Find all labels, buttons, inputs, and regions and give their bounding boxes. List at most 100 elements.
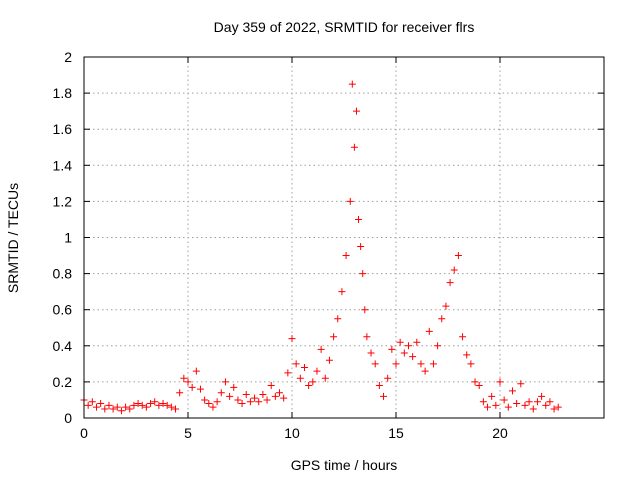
data-point — [176, 389, 184, 397]
y-tick-label: 1.8 — [53, 85, 73, 101]
data-point — [413, 338, 421, 346]
data-point — [192, 367, 200, 375]
data-point — [213, 398, 221, 406]
data-point — [84, 401, 92, 409]
data-point — [300, 363, 308, 371]
data-point — [459, 333, 467, 341]
data-point — [276, 389, 284, 397]
data-point — [196, 385, 204, 393]
data-point — [88, 398, 96, 406]
data-point — [317, 345, 325, 353]
x-axis-label: GPS time / hours — [291, 457, 398, 473]
data-point — [184, 378, 192, 386]
data-point — [284, 369, 292, 377]
data-point — [355, 215, 363, 223]
data-point — [450, 266, 458, 274]
y-tick-label: 1.2 — [53, 193, 73, 209]
data-point — [471, 378, 479, 386]
data-point — [180, 374, 188, 382]
plot-frame — [83, 56, 605, 419]
data-point — [97, 400, 105, 408]
x-tick-labels: 0 5 10 15 20 — [80, 425, 508, 441]
data-point — [259, 391, 267, 399]
data-point — [159, 400, 167, 408]
data-point — [234, 396, 242, 404]
y-tick-label: 1.6 — [53, 121, 73, 137]
data-point — [142, 403, 150, 411]
data-point — [325, 356, 333, 364]
data-point — [172, 405, 180, 413]
y-tick-label: 0.4 — [53, 338, 73, 354]
data-point — [454, 252, 462, 260]
data-point — [529, 405, 537, 413]
data-point — [105, 401, 113, 409]
data-point — [338, 288, 346, 296]
data-point — [271, 392, 279, 400]
data-point — [163, 401, 171, 409]
data-point — [554, 403, 562, 411]
data-point — [425, 327, 433, 335]
data-point — [508, 387, 516, 395]
data-point — [209, 403, 217, 411]
data-point — [446, 279, 454, 287]
data-point — [205, 400, 213, 408]
data-point — [242, 391, 250, 399]
data-point — [513, 400, 521, 408]
data-point — [550, 405, 558, 413]
data-point — [442, 302, 450, 310]
data-point — [542, 401, 550, 409]
data-point — [126, 405, 134, 413]
y-tick-label: 0 — [64, 410, 72, 426]
data-point — [409, 353, 417, 361]
data-point — [130, 401, 138, 409]
data-point — [500, 396, 508, 404]
data-point — [350, 143, 358, 151]
data-point — [404, 342, 412, 350]
data-point — [434, 342, 442, 350]
data-point — [280, 394, 288, 402]
x-tick-label: 0 — [80, 425, 88, 441]
data-point — [263, 396, 271, 404]
data-point — [267, 382, 275, 390]
data-point — [109, 405, 117, 413]
data-point — [517, 380, 525, 388]
data-point — [367, 349, 375, 357]
data-point — [201, 396, 209, 404]
chart-title: Day 359 of 2022, SRMTID for receiver flr… — [214, 19, 475, 35]
data-point — [255, 398, 263, 406]
data-point — [417, 360, 425, 368]
data-point — [305, 382, 313, 390]
data-point — [92, 403, 100, 411]
data-point — [288, 335, 296, 343]
data-point — [463, 351, 471, 359]
data-point — [521, 401, 529, 409]
data-point — [388, 345, 396, 353]
data-point — [484, 403, 492, 411]
data-point — [421, 367, 429, 375]
data-point — [359, 270, 367, 278]
data-point — [429, 360, 437, 368]
x-tick-label: 15 — [388, 425, 404, 441]
data-point — [475, 382, 483, 390]
data-point — [525, 398, 533, 406]
y-tick-label: 1 — [64, 230, 72, 246]
data-point — [538, 392, 546, 400]
data-point — [226, 392, 234, 400]
data-point — [496, 378, 504, 386]
data-point — [348, 80, 356, 88]
y-tick-label: 0.2 — [53, 374, 73, 390]
data-point — [380, 392, 388, 400]
data-point — [167, 403, 175, 411]
data-point — [122, 403, 130, 411]
y-tick-label: 1.4 — [53, 157, 73, 173]
data-point — [392, 360, 400, 368]
data-point — [117, 407, 125, 415]
data-point — [246, 398, 254, 406]
data-point — [361, 306, 369, 314]
grid-lines — [84, 57, 604, 418]
data-point — [313, 367, 321, 375]
data-point — [321, 374, 329, 382]
data-point — [396, 338, 404, 346]
data-points — [80, 80, 562, 415]
